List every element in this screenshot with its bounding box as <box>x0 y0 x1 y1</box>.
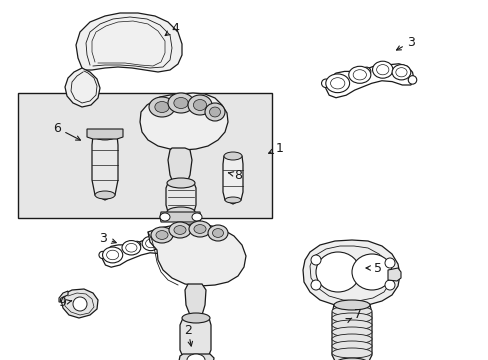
Ellipse shape <box>395 68 406 77</box>
Polygon shape <box>325 64 413 98</box>
Ellipse shape <box>186 354 204 360</box>
Ellipse shape <box>310 280 320 290</box>
Ellipse shape <box>125 243 137 252</box>
Ellipse shape <box>106 250 119 260</box>
Ellipse shape <box>351 254 391 290</box>
Text: 8: 8 <box>234 168 242 181</box>
Ellipse shape <box>187 95 212 115</box>
Polygon shape <box>87 129 123 139</box>
Text: 4: 4 <box>171 22 179 35</box>
Ellipse shape <box>376 64 388 75</box>
Polygon shape <box>223 156 243 204</box>
Ellipse shape <box>362 67 370 76</box>
Ellipse shape <box>155 102 169 113</box>
Ellipse shape <box>330 78 344 89</box>
Text: 9: 9 <box>58 297 66 310</box>
Ellipse shape <box>182 313 209 323</box>
Polygon shape <box>387 268 400 281</box>
Ellipse shape <box>372 61 392 78</box>
Ellipse shape <box>193 99 206 111</box>
Text: 6: 6 <box>53 122 61 135</box>
Text: 5: 5 <box>373 261 381 274</box>
Ellipse shape <box>168 93 194 113</box>
Polygon shape <box>165 183 196 212</box>
Ellipse shape <box>331 341 371 351</box>
Polygon shape <box>179 354 214 360</box>
Polygon shape <box>59 291 68 302</box>
Ellipse shape <box>348 66 370 83</box>
Ellipse shape <box>224 197 241 203</box>
Polygon shape <box>160 212 201 222</box>
Ellipse shape <box>331 313 371 323</box>
Polygon shape <box>184 284 205 318</box>
Ellipse shape <box>142 236 159 251</box>
Ellipse shape <box>331 306 371 316</box>
Ellipse shape <box>207 225 227 241</box>
Ellipse shape <box>331 320 371 330</box>
Ellipse shape <box>209 107 220 117</box>
Text: 3: 3 <box>406 36 414 49</box>
Ellipse shape <box>160 213 170 221</box>
Ellipse shape <box>93 130 117 140</box>
Ellipse shape <box>174 98 188 108</box>
Ellipse shape <box>331 348 371 358</box>
Ellipse shape <box>212 229 223 237</box>
Ellipse shape <box>407 76 416 84</box>
Ellipse shape <box>145 239 156 248</box>
Ellipse shape <box>384 258 394 268</box>
Ellipse shape <box>73 297 87 311</box>
Ellipse shape <box>95 191 115 199</box>
Ellipse shape <box>224 152 242 160</box>
Text: 1: 1 <box>276 141 284 154</box>
Ellipse shape <box>325 74 349 93</box>
Ellipse shape <box>167 178 195 188</box>
Ellipse shape <box>352 70 366 80</box>
Ellipse shape <box>151 227 173 243</box>
Ellipse shape <box>133 241 141 248</box>
Ellipse shape <box>149 97 175 117</box>
Polygon shape <box>61 289 98 318</box>
Ellipse shape <box>315 252 359 292</box>
Ellipse shape <box>172 248 179 256</box>
Polygon shape <box>102 238 177 267</box>
Ellipse shape <box>331 327 371 337</box>
Text: 2: 2 <box>183 324 192 337</box>
Ellipse shape <box>159 239 174 252</box>
Polygon shape <box>76 13 182 72</box>
Polygon shape <box>168 148 192 188</box>
Polygon shape <box>92 135 118 200</box>
Ellipse shape <box>333 300 369 310</box>
Ellipse shape <box>391 64 410 80</box>
Text: 7: 7 <box>353 309 361 321</box>
Polygon shape <box>65 68 100 107</box>
Ellipse shape <box>174 226 185 234</box>
Ellipse shape <box>194 225 205 233</box>
Polygon shape <box>303 240 399 307</box>
Bar <box>18 93 271 218</box>
Ellipse shape <box>331 334 371 344</box>
Ellipse shape <box>99 251 106 258</box>
Ellipse shape <box>335 358 367 360</box>
Ellipse shape <box>321 79 329 87</box>
Ellipse shape <box>167 207 195 217</box>
Polygon shape <box>180 318 210 357</box>
Polygon shape <box>148 224 245 286</box>
Ellipse shape <box>169 222 191 238</box>
Polygon shape <box>140 93 227 150</box>
Ellipse shape <box>204 103 224 121</box>
Ellipse shape <box>162 242 171 249</box>
Ellipse shape <box>192 213 202 221</box>
Ellipse shape <box>189 221 210 237</box>
Ellipse shape <box>122 240 141 255</box>
Ellipse shape <box>384 280 394 290</box>
Ellipse shape <box>310 255 320 265</box>
Polygon shape <box>331 305 371 360</box>
Ellipse shape <box>102 247 122 263</box>
Text: 3: 3 <box>99 231 107 244</box>
Ellipse shape <box>156 231 168 239</box>
